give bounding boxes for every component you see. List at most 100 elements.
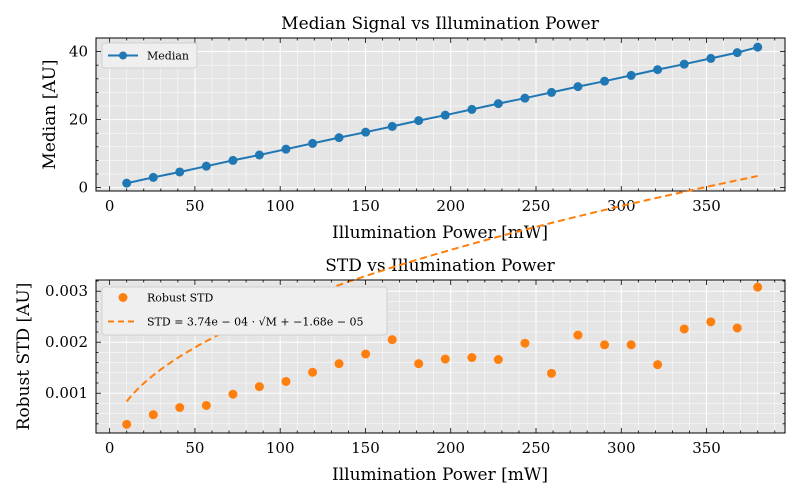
std-point <box>600 340 610 350</box>
median-point <box>228 155 238 165</box>
median-x-tick-label: 200 <box>436 197 465 215</box>
median-point <box>254 150 264 160</box>
median-point <box>148 172 158 182</box>
median-point <box>361 127 371 137</box>
std-x-tick-label: 0 <box>105 439 115 457</box>
std-y-tick-label: 0.003 <box>45 282 88 300</box>
std-legend-marker <box>118 293 128 302</box>
std-fit-line <box>125 175 758 403</box>
median-point <box>679 59 689 69</box>
median-y-tick-label: 20 <box>69 111 88 129</box>
std-x-tick-label: 350 <box>692 439 721 457</box>
std-point <box>626 340 636 350</box>
median-legend: Median <box>101 42 198 69</box>
median-point <box>600 76 610 86</box>
median-x-tick-label: 250 <box>522 197 551 215</box>
std-point <box>414 359 424 369</box>
std-x-tick-label: 250 <box>522 439 551 457</box>
median-x-tick-label: 150 <box>351 197 380 215</box>
median-point <box>706 53 716 63</box>
std-series <box>122 175 763 429</box>
median-series <box>122 42 763 188</box>
std-chart: STD vs Illumination Power 0 50 100 150 200 25… <box>14 175 786 485</box>
median-point <box>753 42 763 52</box>
std-point <box>493 355 503 365</box>
median-point <box>334 133 344 143</box>
std-point <box>520 338 530 348</box>
median-point <box>626 70 636 80</box>
std-point <box>254 382 264 392</box>
std-ylabel: Robust STD [AU] <box>14 283 34 431</box>
std-point <box>201 400 211 410</box>
median-point <box>387 121 397 131</box>
median-point <box>653 65 663 75</box>
median-chart-title: Median Signal vs Illumination Power <box>281 14 600 34</box>
median-grid <box>96 37 785 191</box>
std-point <box>148 410 158 420</box>
std-x-tick-label: 100 <box>266 439 295 457</box>
median-x-tick-label: 50 <box>185 197 204 215</box>
median-y-tick-label: 0 <box>78 179 88 197</box>
std-y-tick-label: 0.002 <box>45 333 88 351</box>
std-point <box>308 367 318 377</box>
std-point <box>440 354 450 364</box>
std-point <box>753 282 763 292</box>
std-plot-frame <box>95 279 786 434</box>
std-point <box>547 368 557 378</box>
median-legend-marker <box>119 51 127 60</box>
median-xlabel: Illumination Power [mW] <box>332 223 548 243</box>
median-point <box>281 144 291 154</box>
median-x-tick-label: 0 <box>105 197 115 215</box>
std-legend-box <box>101 286 388 336</box>
std-x-tick-label: 150 <box>351 439 380 457</box>
median-point <box>440 110 450 120</box>
median-point <box>520 93 530 103</box>
median-point <box>201 161 211 171</box>
fit-label-sqrt: √M <box>259 316 277 329</box>
std-point <box>122 419 132 429</box>
std-x-tick-label: 50 <box>185 439 204 457</box>
median-x-tick-label: 300 <box>607 197 636 215</box>
median-point <box>732 48 742 58</box>
median-ylabel: Median [AU] <box>40 59 60 169</box>
std-point <box>732 323 742 333</box>
median-y-tick-label: 40 <box>69 43 88 61</box>
std-point <box>334 359 344 369</box>
median-legend-label: Median <box>147 50 189 63</box>
std-chart-title: STD vs Illumination Power <box>325 256 555 276</box>
std-legend-label-points: Robust STD <box>147 292 213 305</box>
median-point <box>547 87 557 97</box>
std-point <box>387 335 397 345</box>
median-chart: Median Signal vs Illumination Power 0 50 1… <box>40 14 786 243</box>
std-point <box>653 360 663 370</box>
fit-label-tail: + −1.68e − 05 <box>277 316 364 329</box>
std-point <box>228 389 238 399</box>
median-x-tick-label: 100 <box>266 197 295 215</box>
median-point <box>414 116 424 126</box>
median-legend-box <box>101 42 198 69</box>
std-legend: Robust STD STD = 3.74e − 04 · √M + −1.68… <box>101 286 388 336</box>
median-x-tick-label: 350 <box>692 197 721 215</box>
fit-label-main: STD = 3.74e − 04 · <box>147 316 259 329</box>
std-point <box>573 330 583 340</box>
median-point <box>175 167 185 177</box>
median-point <box>122 178 132 188</box>
std-ticks: 0 50 100 150 200 250 300 350 0.001 0.002 0.003 <box>45 280 785 457</box>
std-point <box>679 324 689 334</box>
median-plot-frame <box>95 37 786 192</box>
std-point <box>175 403 185 412</box>
std-x-tick-label: 200 <box>436 439 465 457</box>
median-point <box>493 99 503 109</box>
std-point <box>281 376 291 386</box>
std-y-tick-label: 0.001 <box>45 384 88 402</box>
std-xlabel: Illumination Power [mW] <box>332 465 548 485</box>
std-point <box>706 317 716 327</box>
median-point <box>573 82 583 92</box>
std-legend-label-fit: STD = 3.74e − 04 · √M + −1.68e − 05 <box>147 316 364 329</box>
median-ticks: 0 50 100 150 200 250 300 350 0 20 40 <box>69 37 785 215</box>
std-point <box>361 349 371 359</box>
std-x-tick-label: 300 <box>607 439 636 457</box>
median-point <box>467 104 477 114</box>
std-point <box>467 353 477 363</box>
